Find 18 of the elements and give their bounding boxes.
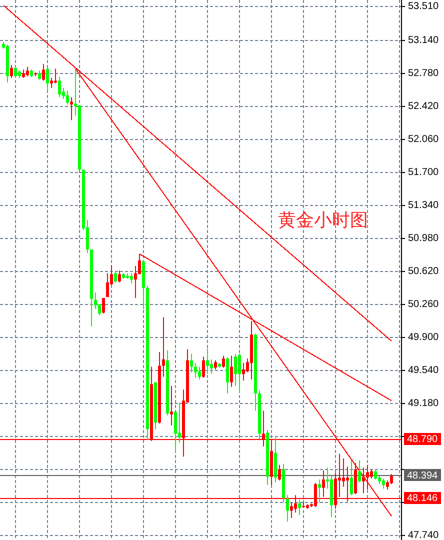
y-tick-label: 52.060 bbox=[408, 134, 440, 145]
y-tick-label: 50.980 bbox=[408, 232, 440, 244]
y-tick-label: 50.620 bbox=[408, 266, 440, 277]
y-tick-label: 52.780 bbox=[408, 68, 440, 79]
y-tick-label: 51.700 bbox=[408, 166, 440, 178]
y-tick-label: 52.420 bbox=[408, 100, 440, 112]
y-tick-label: 53.510 bbox=[408, 0, 440, 12]
y-tick-label: 53.140 bbox=[408, 34, 440, 46]
ref-line-label: 48.790 bbox=[407, 434, 438, 446]
y-tick-label: 49.900 bbox=[408, 332, 440, 343]
ref-line-label: 48.146 bbox=[407, 493, 438, 504]
y-tick-label: 47.740 bbox=[408, 530, 440, 540]
title: 黄金小时图 bbox=[278, 210, 368, 230]
ref-line-label: 48.394 bbox=[407, 470, 438, 482]
y-tick-label: 50.260 bbox=[408, 298, 440, 310]
y-tick-label: 51.340 bbox=[408, 200, 440, 211]
y-tick-label: 49.180 bbox=[408, 398, 440, 409]
y-tick-label: 49.540 bbox=[408, 364, 440, 376]
